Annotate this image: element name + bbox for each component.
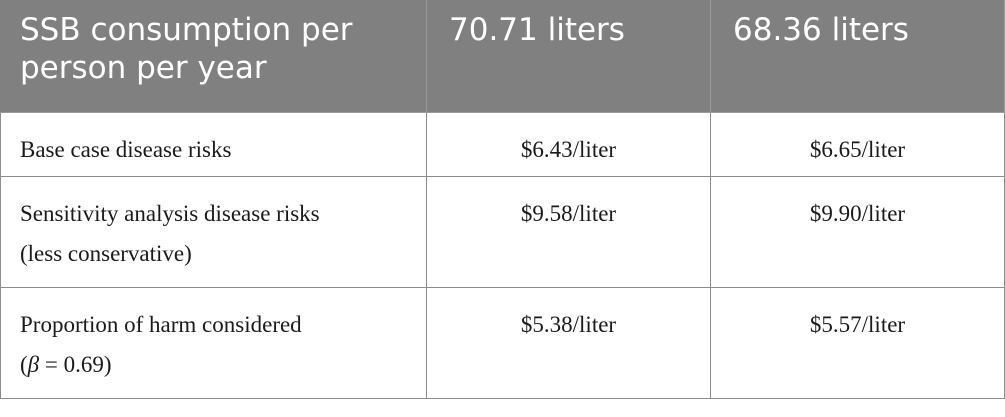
table-row: Sensitivity analysis disease risks (less… [0, 175, 1005, 288]
beta-value: = 0.69) [39, 351, 112, 377]
header-68-36-liters: 68.36 liters [710, 0, 1005, 113]
table-body: Base case disease risks $6.43/liter $6.6… [0, 111, 1005, 399]
cell-value: $5.38/liter [426, 286, 711, 399]
cell-value: $9.90/liter [710, 175, 1005, 288]
ssb-cost-table: SSB consumption per person per year 70.7… [0, 0, 1005, 399]
cell-value: $9.58/liter [426, 175, 711, 288]
row-label-line: Proportion of harm considered [20, 311, 302, 337]
header-70-71-liters: 70.71 liters [426, 0, 711, 113]
table-row: Proportion of harm considered (β = 0.69)… [0, 286, 1005, 399]
beta-symbol: β [27, 351, 40, 377]
table-header: SSB consumption per person per year 70.7… [0, 0, 1005, 113]
row-label-line: Base case disease risks [20, 136, 232, 162]
beta-open-paren: ( [20, 351, 28, 377]
row-label-proportion-of-harm: Proportion of harm considered (β = 0.69) [0, 286, 427, 399]
cell-value: $6.65/liter [710, 111, 1005, 177]
header-row: SSB consumption per person per year 70.7… [0, 0, 1005, 113]
row-label-base-case: Base case disease risks [0, 111, 427, 177]
row-label-line: (less conservative) [20, 240, 192, 266]
cell-value: $5.57/liter [710, 286, 1005, 399]
row-label-line: Sensitivity analysis disease risks [20, 200, 320, 226]
header-consumption-label: SSB consumption per person per year [0, 0, 427, 113]
table-row: Base case disease risks $6.43/liter $6.6… [0, 111, 1005, 177]
row-label-sensitivity-analysis: Sensitivity analysis disease risks (less… [0, 175, 427, 288]
cell-value: $6.43/liter [426, 111, 711, 177]
